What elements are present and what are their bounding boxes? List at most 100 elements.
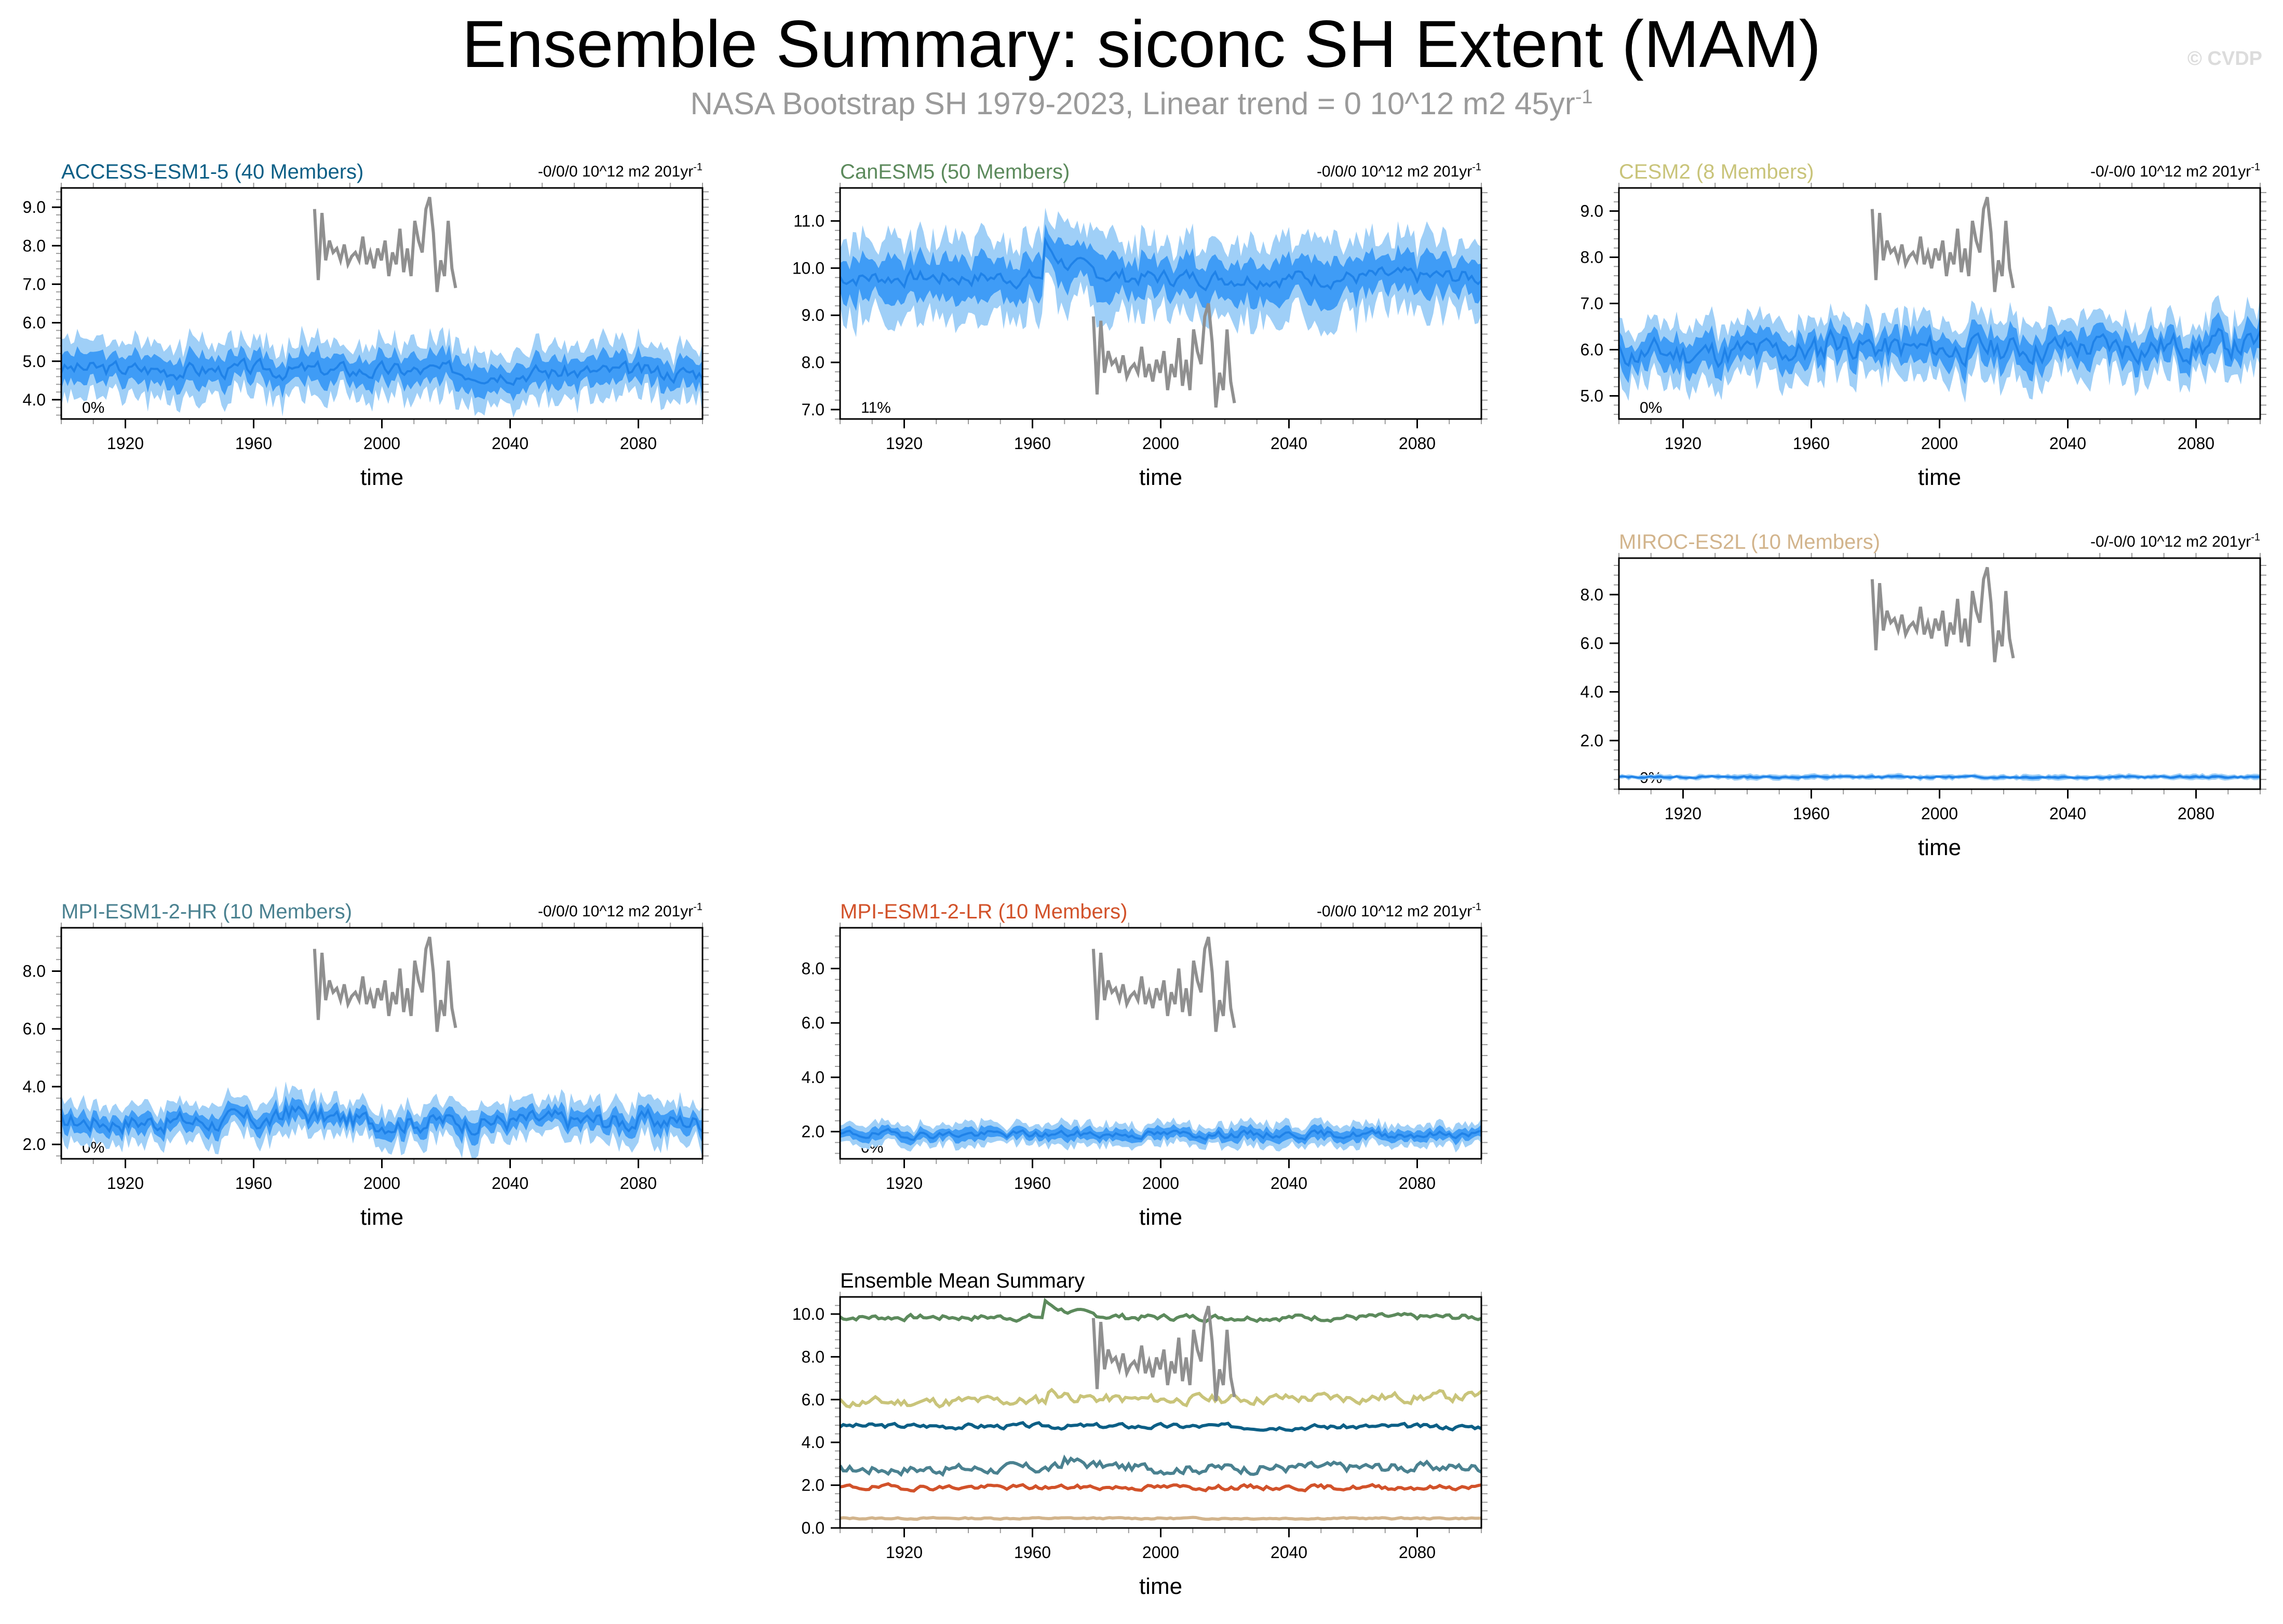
panel-title: CESM2 (8 Members) bbox=[1619, 160, 1814, 183]
plot-frame bbox=[839, 1296, 1482, 1529]
chart-panel-CanESM5: CanESM5 (50 Members) -0/0/0 10^12 m2 201y… bbox=[792, 160, 1488, 490]
panel-percent-label: 0% bbox=[82, 399, 104, 416]
x-tick-label: 1960 bbox=[1793, 804, 1830, 823]
x-tick-label: 2080 bbox=[1399, 1543, 1436, 1562]
x-tick-label: 1920 bbox=[1665, 434, 1701, 453]
chart-panel-MPI-ESM1-2-HR: MPI-ESM1-2-HR (10 Members) -0/0/0 10^12 m… bbox=[23, 900, 709, 1230]
x-tick-label: 1920 bbox=[107, 434, 144, 453]
cvdp-watermark: © CVDP bbox=[2187, 48, 2262, 70]
x-tick-label: 2040 bbox=[2049, 804, 2086, 823]
x-tick-label: 1920 bbox=[107, 1174, 144, 1193]
subtitle-superscript: -1 bbox=[1575, 86, 1593, 108]
observed-line bbox=[313, 936, 457, 1032]
x-tick-label: 2040 bbox=[1271, 1543, 1307, 1562]
x-axis-label: time bbox=[360, 1205, 403, 1230]
x-tick-label: 2040 bbox=[492, 434, 529, 453]
plot-frame bbox=[1618, 187, 2261, 420]
ensemble-mean-line bbox=[1618, 328, 2261, 369]
subtitle-text: NASA Bootstrap SH 1979-2023, Linear tren… bbox=[690, 86, 1575, 121]
y-tick-label: 6.0 bbox=[802, 1390, 825, 1409]
y-tick-label: 4.0 bbox=[802, 1068, 825, 1087]
chart-panel-ACCESS-ESM1-5: ACCESS-ESM1-5 (40 Members) -0/0/0 10^12 m… bbox=[23, 160, 709, 490]
x-tick-label: 1920 bbox=[886, 1174, 923, 1193]
y-tick-label: 4.0 bbox=[23, 1077, 46, 1096]
x-tick-label: 2080 bbox=[2178, 434, 2214, 453]
ensemble-inner-band bbox=[61, 344, 703, 401]
panel-trend-superscript: -1 bbox=[2251, 161, 2260, 173]
y-tick-label: 11.0 bbox=[793, 212, 825, 231]
plot-frame bbox=[839, 927, 1482, 1160]
y-tick-label: 7.0 bbox=[23, 275, 46, 293]
y-tick-label: 6.0 bbox=[23, 1020, 46, 1038]
panel-trend-superscript: -1 bbox=[1472, 161, 1481, 173]
x-tick-label: 2000 bbox=[1142, 1543, 1179, 1562]
y-tick-label: 6.0 bbox=[23, 314, 46, 332]
x-axis-label: time bbox=[1139, 465, 1182, 490]
x-axis-label: time bbox=[1918, 465, 1961, 490]
x-tick-label: 1960 bbox=[1793, 434, 1830, 453]
y-tick-label: 10.0 bbox=[792, 1305, 825, 1323]
panel-trend: -0/0/0 10^12 m2 201yr-1 bbox=[1317, 901, 1481, 920]
panel-percent-label: 11% bbox=[861, 399, 891, 416]
chart-panel-CESM2: CESM2 (8 Members) -0/-0/0 10^12 m2 201yr-… bbox=[1580, 160, 2266, 490]
x-tick-label: 2080 bbox=[620, 1174, 657, 1193]
panel-trend: -0/-0/0 10^12 m2 201yr-1 bbox=[2090, 532, 2260, 550]
x-axis-label: time bbox=[1139, 1205, 1182, 1230]
y-tick-label: 5.0 bbox=[23, 352, 46, 371]
panel-title: MIROC-ES2L (10 Members) bbox=[1619, 531, 1880, 553]
chart-panel-MIROC-ES2L: MIROC-ES2L (10 Members) -0/-0/0 10^12 m2 … bbox=[1580, 531, 2266, 860]
y-tick-label: 9.0 bbox=[1580, 202, 1603, 221]
series-line-ACCESS-ESM1-5 bbox=[839, 1421, 1482, 1432]
observed-line bbox=[1870, 196, 2015, 292]
series-line-MPI-ESM1-2-LR bbox=[840, 1482, 1482, 1493]
panel-trend-superscript: -1 bbox=[1472, 901, 1481, 913]
y-tick-label: 6.0 bbox=[1580, 634, 1603, 653]
series-line-CESM2 bbox=[839, 1387, 1483, 1409]
y-tick-label: 5.0 bbox=[1580, 387, 1603, 405]
y-tick-label: 8.0 bbox=[802, 1347, 825, 1366]
y-tick-label: 0.0 bbox=[802, 1519, 825, 1537]
x-axis-label: time bbox=[1918, 835, 1961, 860]
panel-title: MPI-ESM1-2-HR (10 Members) bbox=[61, 900, 352, 923]
panel-trend: -0/-0/0 10^12 m2 201yr-1 bbox=[2090, 161, 2260, 180]
x-tick-label: 2000 bbox=[1921, 434, 1958, 453]
y-tick-label: 2.0 bbox=[802, 1122, 825, 1141]
x-axis-label: time bbox=[360, 465, 403, 490]
figure-subtitle: NASA Bootstrap SH 1979-2023, Linear tren… bbox=[0, 86, 2283, 121]
y-tick-label: 9.0 bbox=[23, 198, 46, 216]
series-line-MPI-ESM1-2-HR bbox=[839, 1454, 1482, 1477]
y-tick-label: 2.0 bbox=[802, 1476, 825, 1495]
x-tick-label: 2040 bbox=[1271, 434, 1307, 453]
plot-frame bbox=[839, 187, 1482, 420]
series-line-CanESM5 bbox=[839, 1297, 1482, 1324]
y-tick-label: 4.0 bbox=[23, 390, 46, 409]
y-tick-label: 8.0 bbox=[802, 959, 825, 978]
y-tick-label: 7.0 bbox=[802, 400, 825, 419]
ensemble-inner-band bbox=[840, 224, 1481, 312]
x-axis-label: time bbox=[1139, 1574, 1182, 1599]
panel-trend-superscript: -1 bbox=[2251, 532, 2260, 543]
plot-frame bbox=[60, 187, 704, 420]
observed-line bbox=[313, 196, 457, 292]
ensemble-inner-band bbox=[61, 1095, 703, 1146]
y-tick-label: 2.0 bbox=[1580, 731, 1603, 750]
x-tick-label: 1960 bbox=[1014, 434, 1051, 453]
y-tick-label: 4.0 bbox=[1580, 683, 1603, 701]
panel-trend: -0/0/0 10^12 m2 201yr-1 bbox=[538, 901, 703, 920]
x-tick-label: 2000 bbox=[1921, 804, 1958, 823]
observed-line bbox=[1091, 936, 1236, 1032]
chart-panel-Ensemble-Mean: Ensemble Mean Summary 1920 1960 2000 2040 208… bbox=[792, 1269, 1488, 1599]
panel-trend-superscript: -1 bbox=[693, 161, 703, 173]
panel-title: Ensemble Mean Summary bbox=[840, 1269, 1085, 1292]
y-tick-label: 10.0 bbox=[792, 259, 825, 277]
x-tick-label: 2080 bbox=[2178, 804, 2214, 823]
x-tick-label: 2000 bbox=[1142, 1174, 1179, 1193]
y-tick-label: 6.0 bbox=[802, 1013, 825, 1032]
y-tick-label: 6.0 bbox=[1580, 341, 1603, 359]
observed-line bbox=[1870, 566, 2015, 662]
chart-panel-MPI-ESM1-2-LR: MPI-ESM1-2-LR (10 Members) -0/0/0 10^12 m… bbox=[802, 900, 1488, 1230]
plot-frame bbox=[60, 927, 704, 1160]
x-tick-label: 1960 bbox=[235, 1174, 272, 1193]
panel-trend: -0/0/0 10^12 m2 201yr-1 bbox=[538, 161, 703, 180]
panel-title: CanESM5 (50 Members) bbox=[840, 160, 1070, 183]
